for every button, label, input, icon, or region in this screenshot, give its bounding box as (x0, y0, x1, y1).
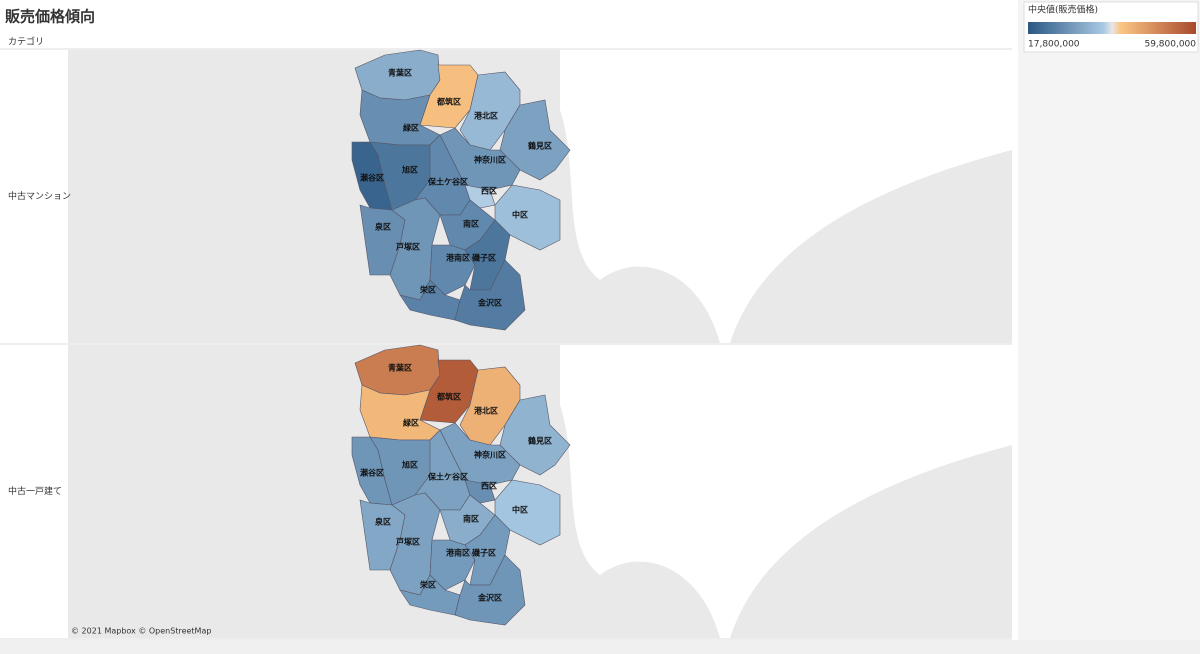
ward-label: 中区 (512, 505, 528, 515)
ward-area (454, 259, 526, 331)
ward-label: 青葉区 (388, 363, 412, 373)
side-panel (1018, 0, 1200, 654)
ward-label: 磯子区 (472, 548, 496, 558)
ward-label: 瀬谷区 (360, 173, 384, 183)
row-label: 中古マンション (8, 190, 71, 202)
ward-area (464, 184, 496, 209)
ward-label: 栄区 (419, 580, 436, 590)
footer-bar (0, 640, 1200, 654)
legend-min: 17,800,000 (1028, 40, 1080, 50)
ward-label: 都筑区 (436, 97, 461, 107)
ward-label: 西区 (481, 482, 497, 491)
ward-area (454, 554, 526, 626)
ward-label: 鶴見区 (527, 141, 552, 151)
ward-label: 南区 (463, 219, 479, 229)
ward-area (464, 479, 496, 504)
ward-label: 戸塚区 (396, 537, 420, 547)
ward-label: 港北区 (474, 406, 498, 416)
ward-label: 港北区 (474, 111, 498, 121)
row-label: 中古一戸建て (8, 485, 62, 497)
ward-label: 磯子区 (472, 253, 496, 263)
ward-label: 緑区 (403, 123, 419, 133)
ward-label: 金沢区 (477, 298, 502, 308)
ward-label: 神奈川区 (474, 450, 506, 460)
ward-area (459, 366, 521, 446)
ward-label: 旭区 (401, 165, 418, 175)
ward-label: 青葉区 (388, 68, 412, 78)
column-header: カテゴリ (8, 36, 44, 48)
attribution: © 2021 Mapbox © OpenStreetMap (71, 627, 211, 636)
ward-label: 中区 (512, 210, 528, 220)
title: 販売価格傾向 (5, 8, 95, 26)
ward-label: 栄区 (419, 285, 436, 295)
legend-title: 中央値(販売価格) (1028, 4, 1098, 16)
ward-label: 金沢区 (477, 593, 502, 603)
legend-gradient (1028, 22, 1196, 34)
ward-label: 鶴見区 (527, 436, 552, 446)
ward-label: 旭区 (401, 460, 418, 470)
ward-label: 港南区 (446, 548, 470, 558)
land (730, 445, 1012, 638)
ward-label: 港南区 (446, 253, 470, 263)
legend-max: 59,800,000 (1144, 40, 1196, 50)
ward-label: 保土ケ谷区 (427, 472, 468, 482)
ward-label: 南区 (463, 514, 479, 524)
ward-label: 瀬谷区 (360, 468, 384, 478)
ward-label: 泉区 (374, 222, 391, 232)
ward-label: 泉区 (374, 517, 391, 527)
ward-area (459, 71, 521, 151)
ward-label: 都筑区 (436, 392, 461, 402)
ward-label: 緑区 (403, 418, 419, 428)
land (730, 150, 1012, 343)
ward-label: 戸塚区 (396, 242, 420, 252)
ward-label: 保土ケ谷区 (427, 177, 468, 187)
ward-label: 神奈川区 (474, 155, 506, 165)
ward-label: 西区 (481, 187, 497, 196)
